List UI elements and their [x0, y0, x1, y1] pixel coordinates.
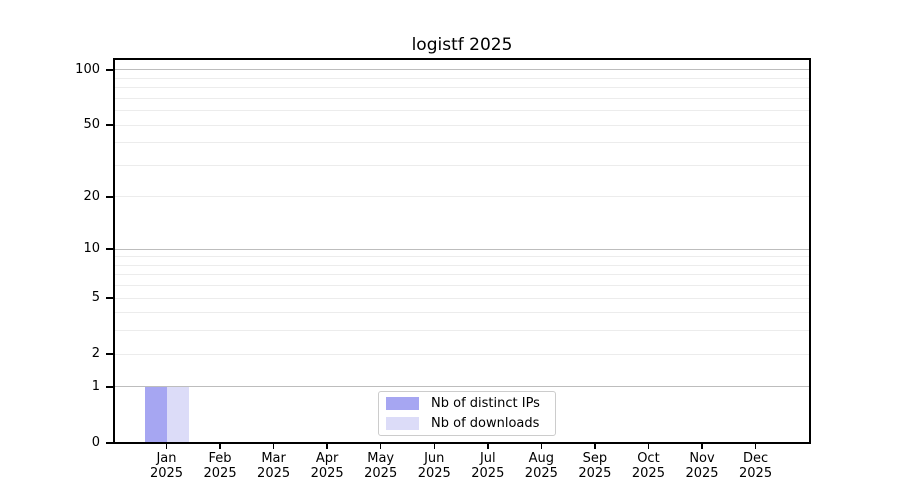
minor-gridline [115, 196, 809, 198]
x-tick-label-year: 2025 [524, 466, 558, 481]
legend-row: Nb of downloads [379, 415, 555, 431]
x-tick-label-month: Aug [528, 451, 555, 466]
major-gridline [115, 248, 809, 250]
minor-gridline [115, 312, 809, 314]
minor-gridline [115, 164, 809, 166]
legend: Nb of distinct IPs Nb of downloads [378, 391, 556, 436]
x-tick-label-month: Feb [208, 451, 232, 466]
y-tick-label: 0 [91, 435, 100, 450]
x-tick-label-month: Jan [156, 451, 177, 466]
bar-distinct-ips-jan [144, 386, 167, 442]
y-tick-label: 1 [91, 378, 100, 394]
minor-gridline [115, 256, 809, 258]
x-tick-label-year: 2025 [203, 466, 237, 481]
x-tick-label-year: 2025 [364, 466, 398, 481]
x-tick-label-month: Nov [689, 451, 715, 466]
y-tick [106, 196, 113, 198]
x-tick [540, 444, 543, 449]
x-tick-label-month: May [367, 451, 395, 466]
legend-swatch-icon [386, 397, 419, 411]
x-tick-label-year: 2025 [631, 466, 665, 481]
x-tick-label-month: Jul [479, 451, 496, 466]
y-tick [106, 297, 113, 299]
x-tick-label-month: Sep [582, 451, 608, 466]
x-tick-label-year: 2025 [310, 466, 344, 481]
y-tick [106, 248, 113, 250]
minor-gridline [115, 142, 809, 144]
x-tick-label-month: Oct [637, 451, 660, 466]
minor-gridline [115, 97, 809, 99]
x-tick [701, 444, 703, 449]
minor-gridline [115, 285, 809, 287]
y-tick-label: 5 [91, 290, 100, 306]
x-tick [326, 444, 328, 449]
major-gridline [115, 386, 809, 388]
minor-gridline [115, 274, 809, 276]
x-tick-label-month: Dec [742, 451, 769, 466]
x-tick-label-month: Apr [315, 451, 339, 466]
y-tick-label: 100 [75, 61, 100, 77]
y-tick [106, 386, 113, 388]
minor-gridline [115, 353, 809, 355]
minor-gridline [115, 330, 809, 332]
minor-gridline [115, 297, 809, 299]
minor-gridline [115, 77, 809, 79]
x-tick-label-year: 2025 [578, 466, 612, 481]
y-tick [106, 353, 113, 355]
minor-gridline [115, 124, 809, 126]
x-tick-label-year: 2025 [149, 466, 184, 481]
y-tick-label: 2 [91, 346, 100, 362]
x-tick-label-month: Mar [261, 451, 286, 466]
y-tick [106, 69, 113, 71]
minor-gridline [115, 87, 809, 89]
x-tick-label-year: 2025 [417, 466, 451, 481]
minor-gridline [115, 110, 809, 112]
x-tick [647, 444, 650, 449]
x-tick-label-year: 2025 [257, 466, 291, 481]
x-tick-label-year: 2025 [471, 466, 505, 481]
plot-area [113, 58, 811, 444]
y-tick [106, 442, 113, 444]
minor-gridline [115, 264, 809, 266]
x-tick [272, 444, 275, 449]
x-tick [379, 444, 382, 449]
x-tick-label-month: Jun [424, 451, 445, 466]
chart-title: logistf 2025 [411, 35, 513, 55]
legend-swatch-icon [386, 416, 419, 430]
y-tick-label: 50 [83, 117, 100, 133]
y-tick-label: 10 [83, 241, 100, 257]
x-tick-label-year: 2025 [739, 466, 773, 481]
x-tick [754, 444, 757, 449]
x-tick [165, 444, 168, 449]
x-tick-label-year: 2025 [685, 466, 719, 481]
x-tick [594, 444, 596, 449]
y-tick-label: 20 [83, 188, 100, 204]
x-tick [487, 444, 489, 449]
legend-label: Nb of downloads [431, 415, 540, 431]
bar-downloads-jan [166, 386, 189, 442]
major-gridline [115, 69, 809, 71]
x-tick [433, 444, 435, 449]
x-tick [219, 444, 221, 449]
legend-row: Nb of distinct IPs [379, 396, 555, 412]
legend-label: Nb of distinct IPs [431, 396, 540, 412]
y-tick [106, 124, 113, 126]
